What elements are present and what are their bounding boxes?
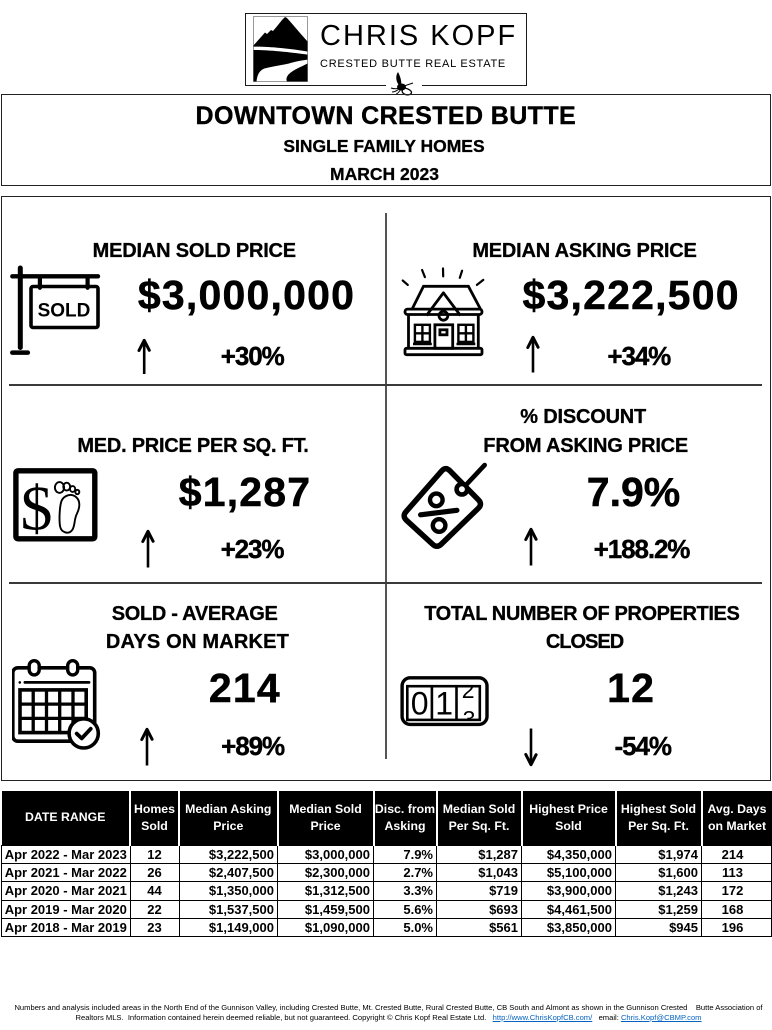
svg-text:1: 1 xyxy=(435,686,453,722)
svg-text:0: 0 xyxy=(411,686,429,722)
svg-text:SOLD: SOLD xyxy=(38,300,91,321)
svg-text:$: $ xyxy=(21,473,53,544)
svg-text:3: 3 xyxy=(463,706,476,727)
svg-text:2: 2 xyxy=(462,677,475,703)
